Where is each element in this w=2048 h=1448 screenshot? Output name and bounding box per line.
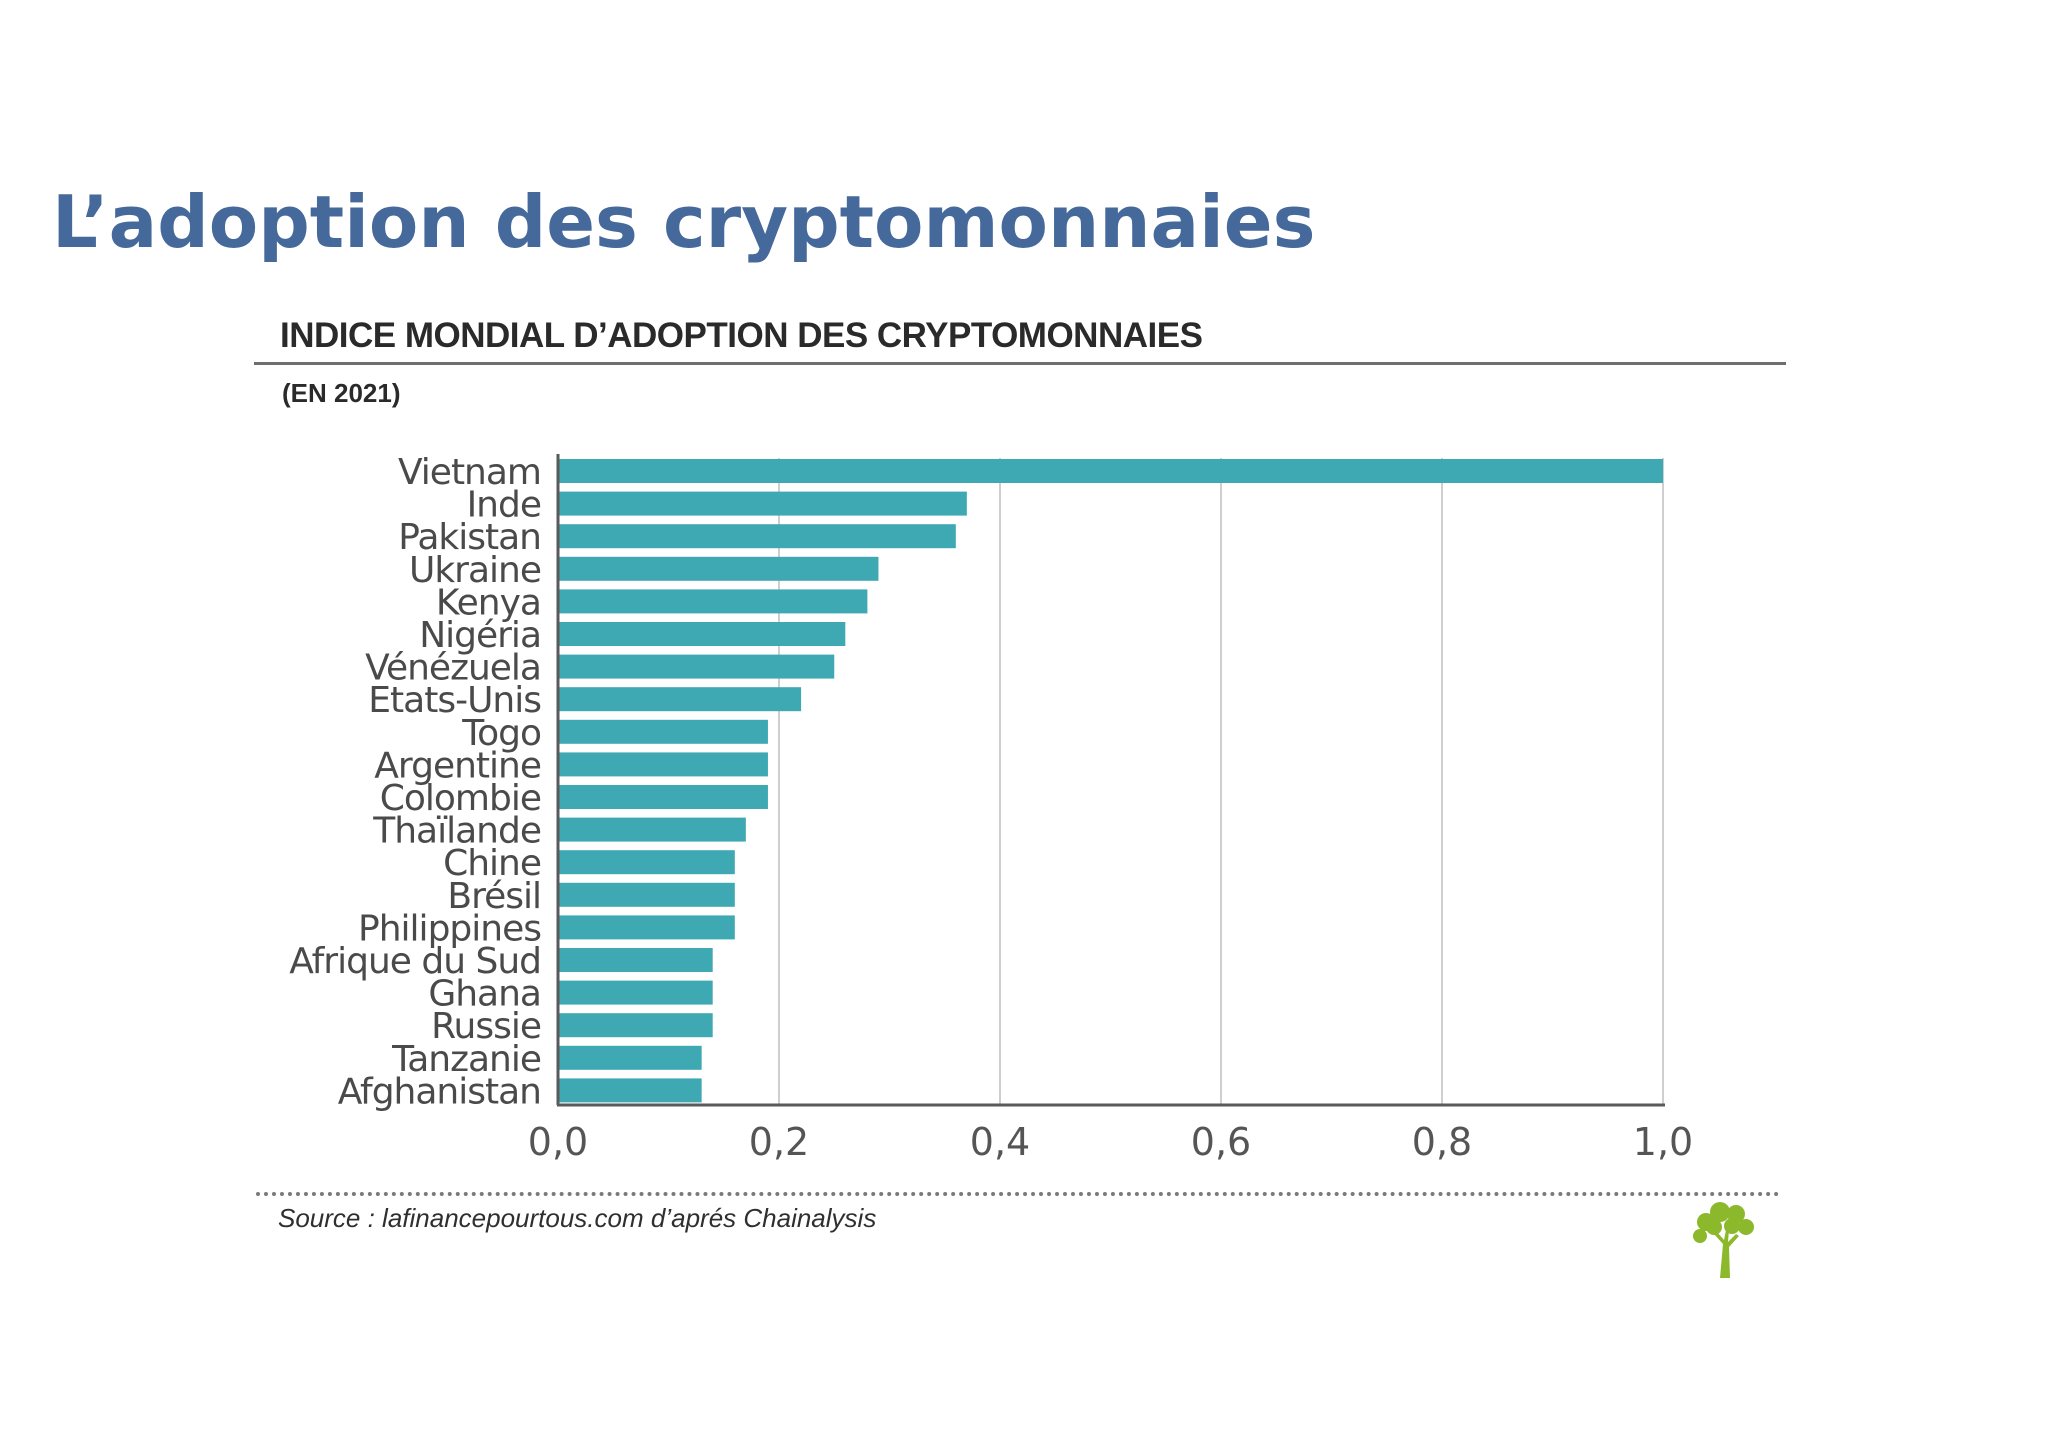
chart-title: INDICE MONDIAL D’ADOPTION DES CRYPTOMONN… (280, 316, 1203, 355)
category-label: Afghanistan (338, 1071, 541, 1112)
x-tick-label: 0,2 (749, 1120, 809, 1164)
source-divider (256, 1192, 1780, 1196)
slide-title: L’adoption des cryptomonnaies (52, 180, 1316, 264)
bar (558, 687, 802, 712)
category-label: Afrique du Sud (289, 941, 541, 982)
x-tick-label: 0,8 (1412, 1120, 1472, 1164)
chart-title-divider (254, 362, 1786, 365)
chart-axes (556, 454, 1665, 1107)
bar (558, 752, 768, 777)
chart-category-labels: VietnamIndePakistanUkraineKenyaNigériaVé… (289, 452, 542, 1112)
chart-bars (558, 459, 1663, 1103)
x-tick-label: 0,0 (528, 1120, 588, 1164)
bar (558, 1045, 702, 1070)
bar (558, 589, 868, 614)
chart-subtitle: (EN 2021) (282, 378, 401, 408)
bar (558, 817, 746, 842)
bar (558, 1013, 713, 1038)
bar (558, 785, 768, 809)
tree-icon (1693, 1202, 1754, 1278)
x-tick-label: 1,0 (1633, 1120, 1693, 1164)
category-label: Ghana (428, 974, 541, 1015)
bar (558, 850, 735, 875)
bar (558, 524, 956, 549)
category-label: Nigéria (419, 615, 541, 656)
bar (558, 654, 835, 679)
bar (558, 459, 1663, 483)
category-label: Russie (431, 1006, 541, 1047)
chart-tick-labels: 0,0 0,2 0,4 0,6 0,8 1,0 (528, 1120, 1693, 1164)
bar (558, 556, 879, 581)
category-label: Brésil (447, 876, 541, 917)
category-label: Etats-Unis (368, 680, 541, 721)
category-label: Philippines (358, 908, 541, 949)
category-label: Thaïlande (372, 811, 541, 852)
category-label: Ukraine (409, 550, 541, 591)
chart-gridlines (778, 458, 1664, 1105)
bar (558, 1078, 702, 1103)
category-label: Chine (443, 843, 541, 884)
category-label: Argentine (374, 745, 541, 786)
category-label: Tanzanie (391, 1039, 541, 1080)
bar (558, 622, 846, 646)
x-tick-label: 0,4 (970, 1120, 1030, 1164)
category-label: Pakistan (398, 517, 541, 558)
bar (558, 719, 768, 744)
category-label: Togo (461, 713, 541, 754)
bar (558, 491, 967, 516)
category-label: Kenya (436, 582, 541, 623)
category-label: Vietnam (398, 452, 541, 493)
category-label: Vénézuela (365, 648, 541, 689)
x-tick-label: 0,6 (1191, 1120, 1251, 1164)
source-note: Source : lafinancepourtous.com d’aprés C… (278, 1203, 877, 1233)
category-label: Colombie (380, 778, 541, 819)
bar (558, 882, 735, 907)
category-label: Inde (467, 485, 541, 526)
bar (558, 980, 713, 1005)
bar (558, 948, 713, 972)
bar (558, 915, 735, 940)
